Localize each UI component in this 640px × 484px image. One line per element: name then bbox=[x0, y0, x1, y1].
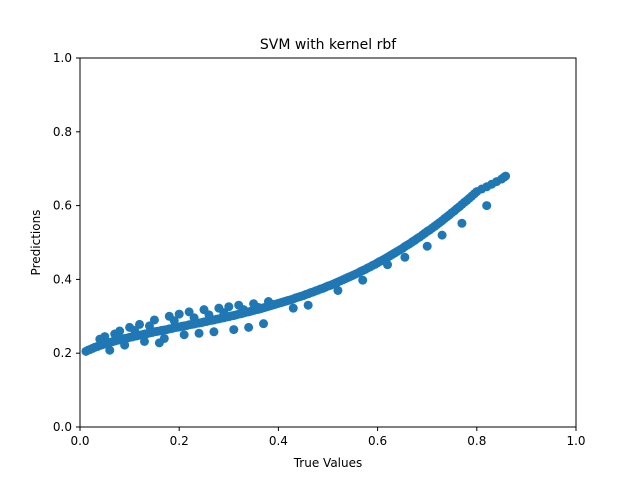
x-tick-label: 0.4 bbox=[269, 434, 288, 448]
x-tick-label: 0.2 bbox=[170, 434, 189, 448]
chart-title: SVM with kernel rbf bbox=[260, 37, 397, 53]
scatter-point bbox=[303, 300, 313, 310]
scatter-point bbox=[422, 241, 432, 251]
scatter-point bbox=[383, 260, 393, 270]
scatter-point bbox=[259, 319, 269, 329]
y-axis-ticks: 0.0 0.2 0.4 0.6 0.8 1.0 bbox=[53, 51, 80, 434]
scatter-points bbox=[81, 171, 511, 356]
scatter-point bbox=[169, 316, 179, 326]
y-tick-label: 0.8 bbox=[53, 125, 72, 139]
scatter-point bbox=[229, 325, 239, 335]
scatter-point bbox=[219, 308, 229, 318]
x-tick-label: 0.6 bbox=[368, 434, 387, 448]
scatter-point bbox=[239, 305, 249, 315]
x-axis-label: True Values bbox=[293, 456, 363, 470]
y-tick-label: 0.6 bbox=[53, 199, 72, 213]
scatter-point bbox=[130, 325, 140, 335]
scatter-point bbox=[120, 340, 130, 350]
scatter-point bbox=[224, 302, 234, 312]
scatter-point bbox=[194, 328, 204, 338]
scatter-point bbox=[105, 345, 115, 355]
y-tick-label: 0.4 bbox=[53, 272, 72, 286]
scatter-point bbox=[209, 327, 219, 337]
scatter-point bbox=[333, 285, 343, 295]
scatter-point bbox=[139, 336, 149, 346]
plot-frame bbox=[79, 57, 577, 428]
y-axis-label: Predictions bbox=[29, 210, 43, 276]
scatter-point bbox=[358, 275, 368, 285]
scatter-point bbox=[204, 310, 214, 320]
scatter-point bbox=[179, 330, 189, 340]
scatter-point bbox=[268, 299, 278, 309]
scatter-point bbox=[110, 329, 120, 339]
scatter-point bbox=[135, 319, 145, 329]
scatter-point bbox=[288, 303, 298, 313]
scatter-point bbox=[189, 313, 199, 323]
y-tick-label: 1.0 bbox=[53, 51, 72, 65]
y-tick-label: 0.0 bbox=[53, 420, 72, 434]
scatter-point bbox=[501, 171, 511, 181]
scatter-point bbox=[400, 252, 410, 262]
scatter-point bbox=[244, 322, 254, 332]
scatter-point bbox=[154, 338, 164, 348]
x-tick-label: 0.8 bbox=[467, 434, 486, 448]
scatter-point bbox=[437, 230, 447, 240]
scatter-point bbox=[95, 334, 105, 344]
y-tick-label: 0.2 bbox=[53, 346, 72, 360]
scatter-point bbox=[144, 321, 154, 331]
scatter-point bbox=[174, 309, 184, 319]
scatter-point bbox=[254, 302, 264, 312]
scatter-point bbox=[482, 201, 492, 211]
x-tick-label: 0.0 bbox=[70, 434, 89, 448]
x-tick-label: 1.0 bbox=[566, 434, 585, 448]
x-axis-ticks: 0.0 0.2 0.4 0.6 0.8 1.0 bbox=[70, 427, 586, 448]
scatter-point bbox=[149, 315, 159, 325]
scatter-point bbox=[184, 307, 194, 317]
scatter-point bbox=[457, 218, 467, 228]
